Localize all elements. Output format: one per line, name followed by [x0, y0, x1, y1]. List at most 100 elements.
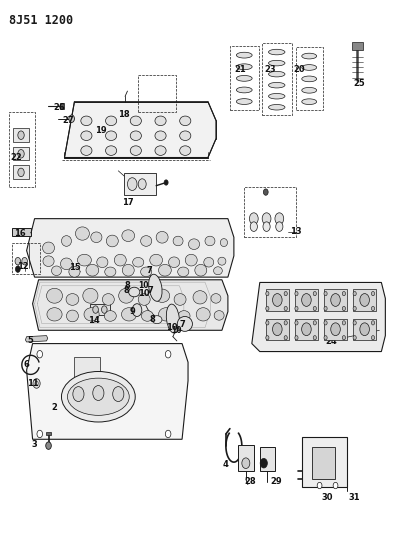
- Ellipse shape: [105, 267, 116, 277]
- Bar: [90, 304, 110, 316]
- Bar: [138, 75, 176, 112]
- Bar: [244, 187, 296, 237]
- Circle shape: [272, 294, 282, 306]
- Ellipse shape: [76, 227, 89, 240]
- Circle shape: [73, 386, 84, 401]
- Circle shape: [165, 430, 171, 438]
- Ellipse shape: [149, 274, 162, 301]
- Ellipse shape: [69, 266, 80, 277]
- Circle shape: [15, 257, 21, 265]
- Text: 29: 29: [270, 478, 282, 486]
- Ellipse shape: [130, 131, 142, 141]
- Ellipse shape: [268, 93, 285, 99]
- Ellipse shape: [106, 235, 118, 247]
- Ellipse shape: [236, 76, 252, 81]
- Ellipse shape: [66, 294, 79, 305]
- Bar: [13, 147, 29, 160]
- Text: 8J51 1200: 8J51 1200: [9, 14, 73, 27]
- Circle shape: [353, 321, 356, 325]
- Ellipse shape: [180, 116, 191, 126]
- Circle shape: [324, 306, 327, 311]
- Text: 4: 4: [223, 460, 229, 469]
- Circle shape: [132, 304, 142, 317]
- Ellipse shape: [150, 254, 162, 266]
- Bar: [312, 447, 335, 479]
- Text: 3: 3: [32, 440, 38, 449]
- Bar: [266, 289, 289, 311]
- Ellipse shape: [236, 99, 252, 104]
- Ellipse shape: [97, 257, 108, 268]
- Bar: [296, 47, 323, 110]
- Circle shape: [324, 292, 327, 296]
- Ellipse shape: [188, 239, 200, 249]
- Circle shape: [313, 336, 316, 340]
- Ellipse shape: [133, 257, 144, 267]
- Circle shape: [331, 323, 340, 336]
- Text: 20: 20: [294, 66, 306, 74]
- Ellipse shape: [180, 146, 191, 156]
- Ellipse shape: [78, 254, 91, 266]
- Text: 25: 25: [354, 78, 365, 87]
- Ellipse shape: [91, 232, 102, 243]
- Text: 22: 22: [11, 153, 22, 162]
- Polygon shape: [32, 280, 228, 330]
- Ellipse shape: [268, 71, 285, 77]
- Ellipse shape: [195, 264, 207, 276]
- Ellipse shape: [268, 104, 285, 110]
- Circle shape: [33, 378, 40, 388]
- Ellipse shape: [114, 254, 126, 266]
- Text: 24: 24: [326, 337, 338, 346]
- Ellipse shape: [122, 264, 134, 276]
- Circle shape: [372, 321, 374, 325]
- Ellipse shape: [214, 266, 222, 274]
- Circle shape: [324, 321, 327, 325]
- Ellipse shape: [83, 288, 98, 303]
- Bar: [13, 165, 29, 179]
- Ellipse shape: [178, 311, 190, 321]
- Text: 30: 30: [322, 493, 333, 502]
- Circle shape: [16, 266, 20, 272]
- Text: 16: 16: [14, 229, 26, 238]
- Ellipse shape: [141, 267, 152, 277]
- Ellipse shape: [122, 230, 135, 241]
- Circle shape: [18, 150, 24, 158]
- Circle shape: [284, 306, 287, 311]
- Text: 26: 26: [54, 102, 66, 111]
- Ellipse shape: [173, 236, 183, 246]
- Text: 2: 2: [52, 403, 58, 412]
- Circle shape: [128, 177, 137, 190]
- Bar: [260, 447, 275, 471]
- Ellipse shape: [60, 258, 72, 270]
- Bar: [302, 437, 348, 487]
- Text: 17: 17: [122, 198, 134, 207]
- Circle shape: [284, 336, 287, 340]
- Ellipse shape: [302, 76, 317, 82]
- Circle shape: [342, 292, 346, 296]
- Ellipse shape: [155, 116, 166, 126]
- Circle shape: [138, 179, 146, 189]
- Circle shape: [260, 458, 267, 468]
- Ellipse shape: [236, 87, 252, 93]
- Ellipse shape: [66, 310, 78, 322]
- Circle shape: [372, 306, 374, 311]
- Polygon shape: [252, 282, 385, 352]
- Circle shape: [313, 321, 316, 325]
- Circle shape: [242, 458, 250, 469]
- Ellipse shape: [106, 116, 117, 126]
- Circle shape: [353, 292, 356, 296]
- Bar: [353, 289, 376, 311]
- Ellipse shape: [68, 378, 129, 415]
- Ellipse shape: [174, 294, 186, 305]
- Bar: [124, 173, 156, 195]
- Circle shape: [295, 306, 298, 311]
- Bar: [324, 289, 347, 311]
- Text: 7: 7: [179, 320, 185, 329]
- Circle shape: [165, 351, 171, 358]
- Circle shape: [272, 323, 282, 336]
- Circle shape: [295, 321, 298, 325]
- Ellipse shape: [122, 308, 137, 321]
- Ellipse shape: [155, 146, 166, 156]
- Circle shape: [342, 306, 346, 311]
- Ellipse shape: [142, 311, 153, 321]
- Ellipse shape: [106, 146, 117, 156]
